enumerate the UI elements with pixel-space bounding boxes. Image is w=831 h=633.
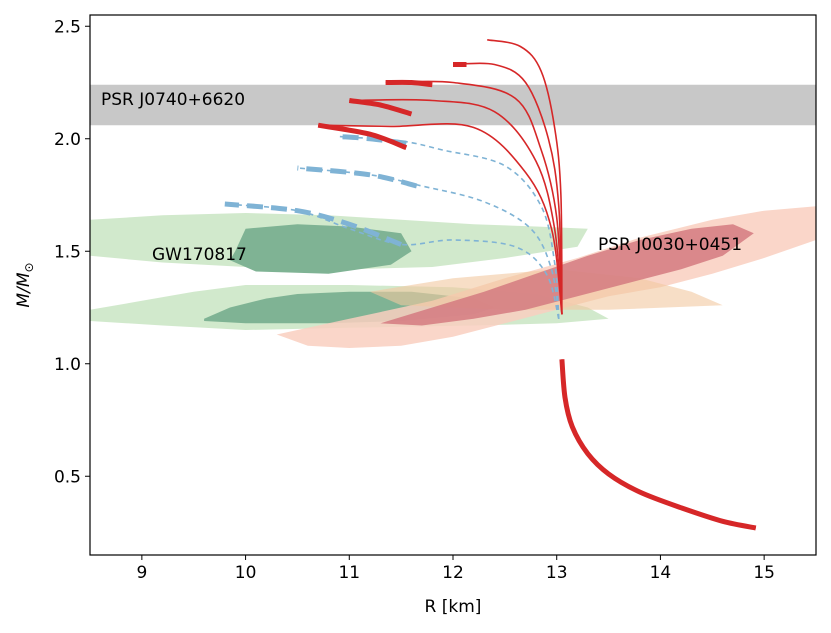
gw-upper-dark-region [230,224,412,274]
psr-j0740-band-layer [90,84,816,126]
blue-curve-3 [338,135,560,319]
red-curve-4 [452,62,563,315]
x-tick-label: 11 [338,563,360,583]
red-thick-1 [317,122,408,151]
blue-thick-2 [297,165,418,189]
annotation-gw170817: GW170817 [152,245,247,265]
red-curves-layer [317,39,757,531]
y-tick-label: 2.0 [54,130,81,150]
x-tick-label: 14 [650,563,672,583]
annotation-psr-j0030: PSR J0030+0451 [598,235,742,255]
x-axis-ticks: 9 10 11 12 13 14 15 [136,555,775,583]
x-tick-label: 15 [753,563,775,583]
red-thick-tail [559,359,757,531]
blue-curve-1 [224,203,560,320]
x-tick-label: 9 [136,563,147,583]
psr-j0740-band [90,84,816,126]
red-curve-2 [349,98,563,315]
y-axis-ticks: 0.5 1.0 1.5 2.0 2.5 [54,17,90,487]
annotation-psr-j0740: PSR J0740+6620 [101,90,245,110]
y-tick-label: 0.5 [54,467,81,487]
red-curve-3 [385,80,563,315]
red-thick-3 [385,79,433,88]
x-tick-label: 13 [546,563,568,583]
x-tick-label: 12 [442,563,464,583]
blue-thick-1 [224,201,403,247]
red-tail-curve [561,359,756,529]
red-thick-2 [348,98,413,117]
red-curve-5 [487,39,563,315]
y-tick-label: 2.5 [54,17,81,37]
svg-text:M/M⊙: M/M⊙ [14,262,36,307]
x-tick-label: 10 [235,563,257,583]
x-axis-label: R [km] [425,597,482,617]
y-axis-label-main: M/M [14,272,34,307]
y-tick-label: 1.0 [54,355,81,375]
psr-j0030-region-layer [276,206,816,348]
psr-j0030-dark-region [380,224,754,326]
y-axis-label-sun-symbol: ⊙ [22,262,36,272]
plot-area [90,39,816,531]
y-axis-label: M/M⊙ [14,262,36,307]
y-tick-label: 1.5 [54,242,81,262]
red-curve-1 [318,123,563,315]
